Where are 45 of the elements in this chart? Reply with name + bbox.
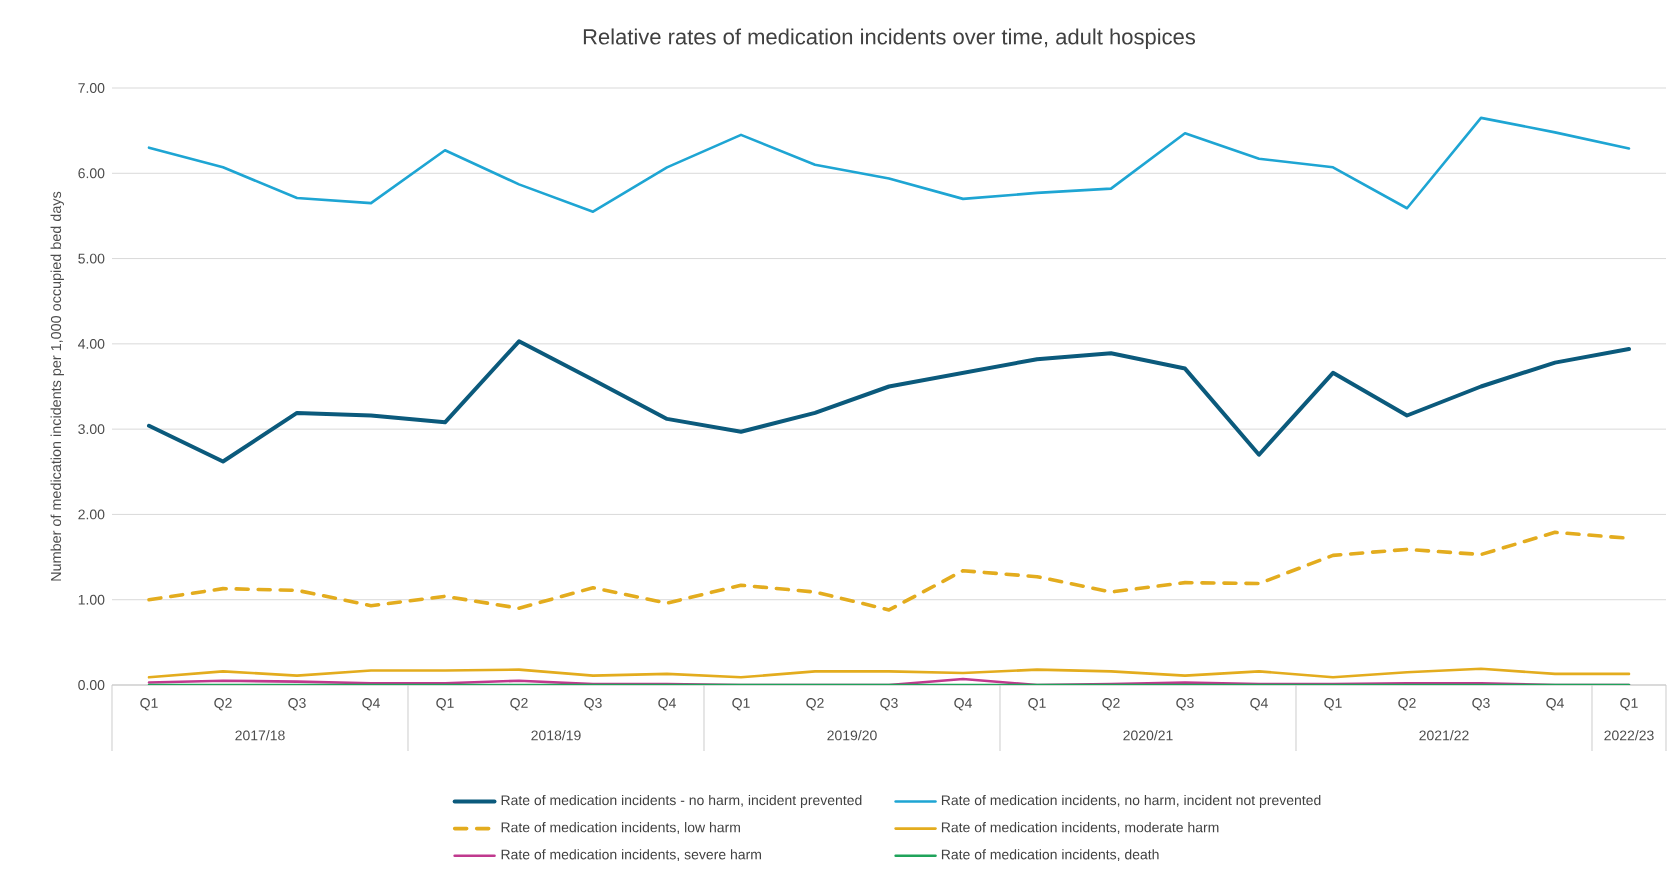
x-tick-label: Q2 [806,698,824,711]
text: 2020/21 [1123,730,1173,741]
x-tick-label: Q1 [732,698,750,711]
x-tick-label: Q2 [510,698,528,711]
x-tick-label: Q4 [1250,698,1268,711]
x-tick-label: Q3 [584,698,602,711]
x-tick-label: Q1 [436,698,454,711]
x-tick-label: Q3 [1472,698,1490,711]
y-tick-label: 7.00 [78,83,105,93]
y-tick-label: 4.00 [78,338,105,349]
x-tick-label: Q1 [1028,698,1046,711]
legend-label: Rate of medication incidents, no harm, incident not prevented [941,794,1321,808]
y-tick-label: 6.00 [78,168,105,179]
y-axis-title: Number of medication incidents per 1,000 occupied bed days [50,191,64,581]
x-tick-label: Q2 [214,698,232,711]
text: 2018/19 [531,730,581,741]
text: 2021/22 [1419,730,1469,741]
text: 2017/18 [235,730,285,741]
y-tick-label: 3.00 [78,424,105,435]
text: 2019/20 [827,730,877,741]
chart-title: Relative rates of medication incidents over time, adult hospices [583,28,1196,49]
text: 2022/23 [1604,730,1654,741]
x-tick-label: Q3 [1176,698,1194,711]
x-tick-label: Q4 [658,698,676,711]
x-tick-label: Q1 [1324,698,1342,711]
y-tick-label: 5.00 [78,253,105,264]
x-tick-label: Q4 [954,698,972,711]
line-series [147,116,1631,213]
legend-label: Rate of medication incidents, severe harm [501,849,761,862]
x-tick-label: Q1 [140,698,158,711]
x-tick-label: Q4 [1546,698,1564,711]
x-tick-label: Q1 [1620,698,1638,711]
y-tick-label: 2.00 [78,509,105,520]
legend-label: Rate of medication incidents, death [941,849,1159,862]
legend-label: Rate of medication incidents, moderate harm [941,822,1219,834]
y-tick-label: 0.00 [78,680,105,690]
legend-label: Rate of medication incidents - no harm, incident prevented [501,794,862,808]
legend-label: Rate of medication incidents, low harm [501,822,740,834]
y-tick-label: 1.00 [78,594,105,605]
x-tick-label: Q4 [362,698,380,711]
x-tick-label: Q3 [880,698,898,711]
x-tick-label: Q2 [1102,698,1120,711]
x-tick-label: Q2 [1398,698,1416,711]
line-series [147,667,1631,679]
x-tick-label: Q3 [288,698,306,711]
